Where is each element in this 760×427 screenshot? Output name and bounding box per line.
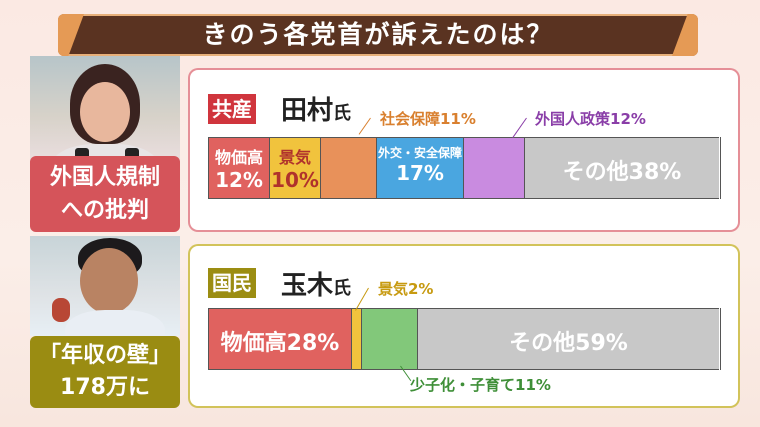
politician1-segment-5: その他38%: [524, 137, 719, 199]
politician1-tag-line2: への批判: [60, 198, 149, 223]
callout-social-security: 社会保障11%: [380, 110, 476, 128]
politician1-segment-label-0: 物価高 12%: [209, 144, 269, 192]
politician2-suffix: 氏: [333, 278, 352, 299]
party-badge-dpfp: 国民: [208, 268, 256, 298]
callout-foreign-policy: 外国人政策12%: [535, 110, 646, 128]
politician1-segment-pct-1: 10%: [271, 168, 319, 192]
title-banner: きのう各党首が訴えたのは？: [58, 14, 698, 56]
politician1-segment-name-1: 景気: [278, 148, 311, 167]
politician1-segment-3: 外交・安全保障 17%: [376, 137, 463, 199]
politician1-stacked-bar: 物価高 12% 景気 10% 外交・安全保障 17% その他38%: [208, 137, 721, 199]
politician2-tag-line2: 178万に: [60, 375, 150, 400]
politician1-suffix: 氏: [333, 103, 352, 124]
politician1-segment-label-5: その他38%: [562, 160, 682, 185]
politician2-surname: 玉木: [281, 271, 334, 301]
politician1-segment-0: 物価高 12%: [208, 137, 269, 199]
politician1-name: 田村氏: [281, 90, 351, 127]
callout-childcare: 少子化・子育て11%: [410, 376, 551, 394]
callout-economy: 景気2%: [378, 280, 434, 298]
politician2-name: 玉木氏: [281, 265, 351, 302]
politician2-photo: [30, 236, 180, 336]
page-title: きのう各党首が訴えたのは？: [202, 20, 554, 49]
politician1-surname: 田村: [281, 96, 334, 126]
politician1-topic-tag: 外国人規制 への批判: [30, 156, 180, 232]
politician2-segment-label-3: その他59%: [509, 331, 628, 356]
politician2-segment-label-0: 物価高28%: [220, 331, 340, 356]
politician1-segment-name-0: 物価高: [214, 148, 263, 167]
politician1-segment-2: [320, 137, 376, 199]
politician2-segment-0: 物価高28%: [208, 308, 351, 370]
politician1-segment-label-3: 外交・安全保障 17%: [377, 144, 463, 185]
politician2-topic-tag: 「年収の壁」 178万に: [30, 336, 180, 408]
politician2-segment-1: [351, 308, 361, 370]
politician1-segment-pct-0: 12%: [215, 168, 263, 192]
politician1-segment-pct-3: 17%: [396, 161, 444, 185]
politician1-segment-name-3: 外交・安全保障: [377, 146, 462, 160]
politician1-segment-1: 景気 10%: [269, 137, 320, 199]
politician1-photo: [30, 56, 180, 166]
politician2-segment-3: その他59%: [417, 308, 719, 370]
politician2-stacked-bar: 物価高28% その他59%: [208, 308, 721, 370]
politician2-tag-line1: 「年収の壁」: [38, 343, 171, 368]
politician1-segment-label-1: 景気 10%: [270, 144, 320, 192]
party-badge-jcp: 共産: [208, 94, 256, 124]
politician1-segment-4: [463, 137, 524, 199]
politician2-segment-2: [361, 308, 417, 370]
politician1-tag-line1: 外国人規制: [49, 165, 160, 190]
